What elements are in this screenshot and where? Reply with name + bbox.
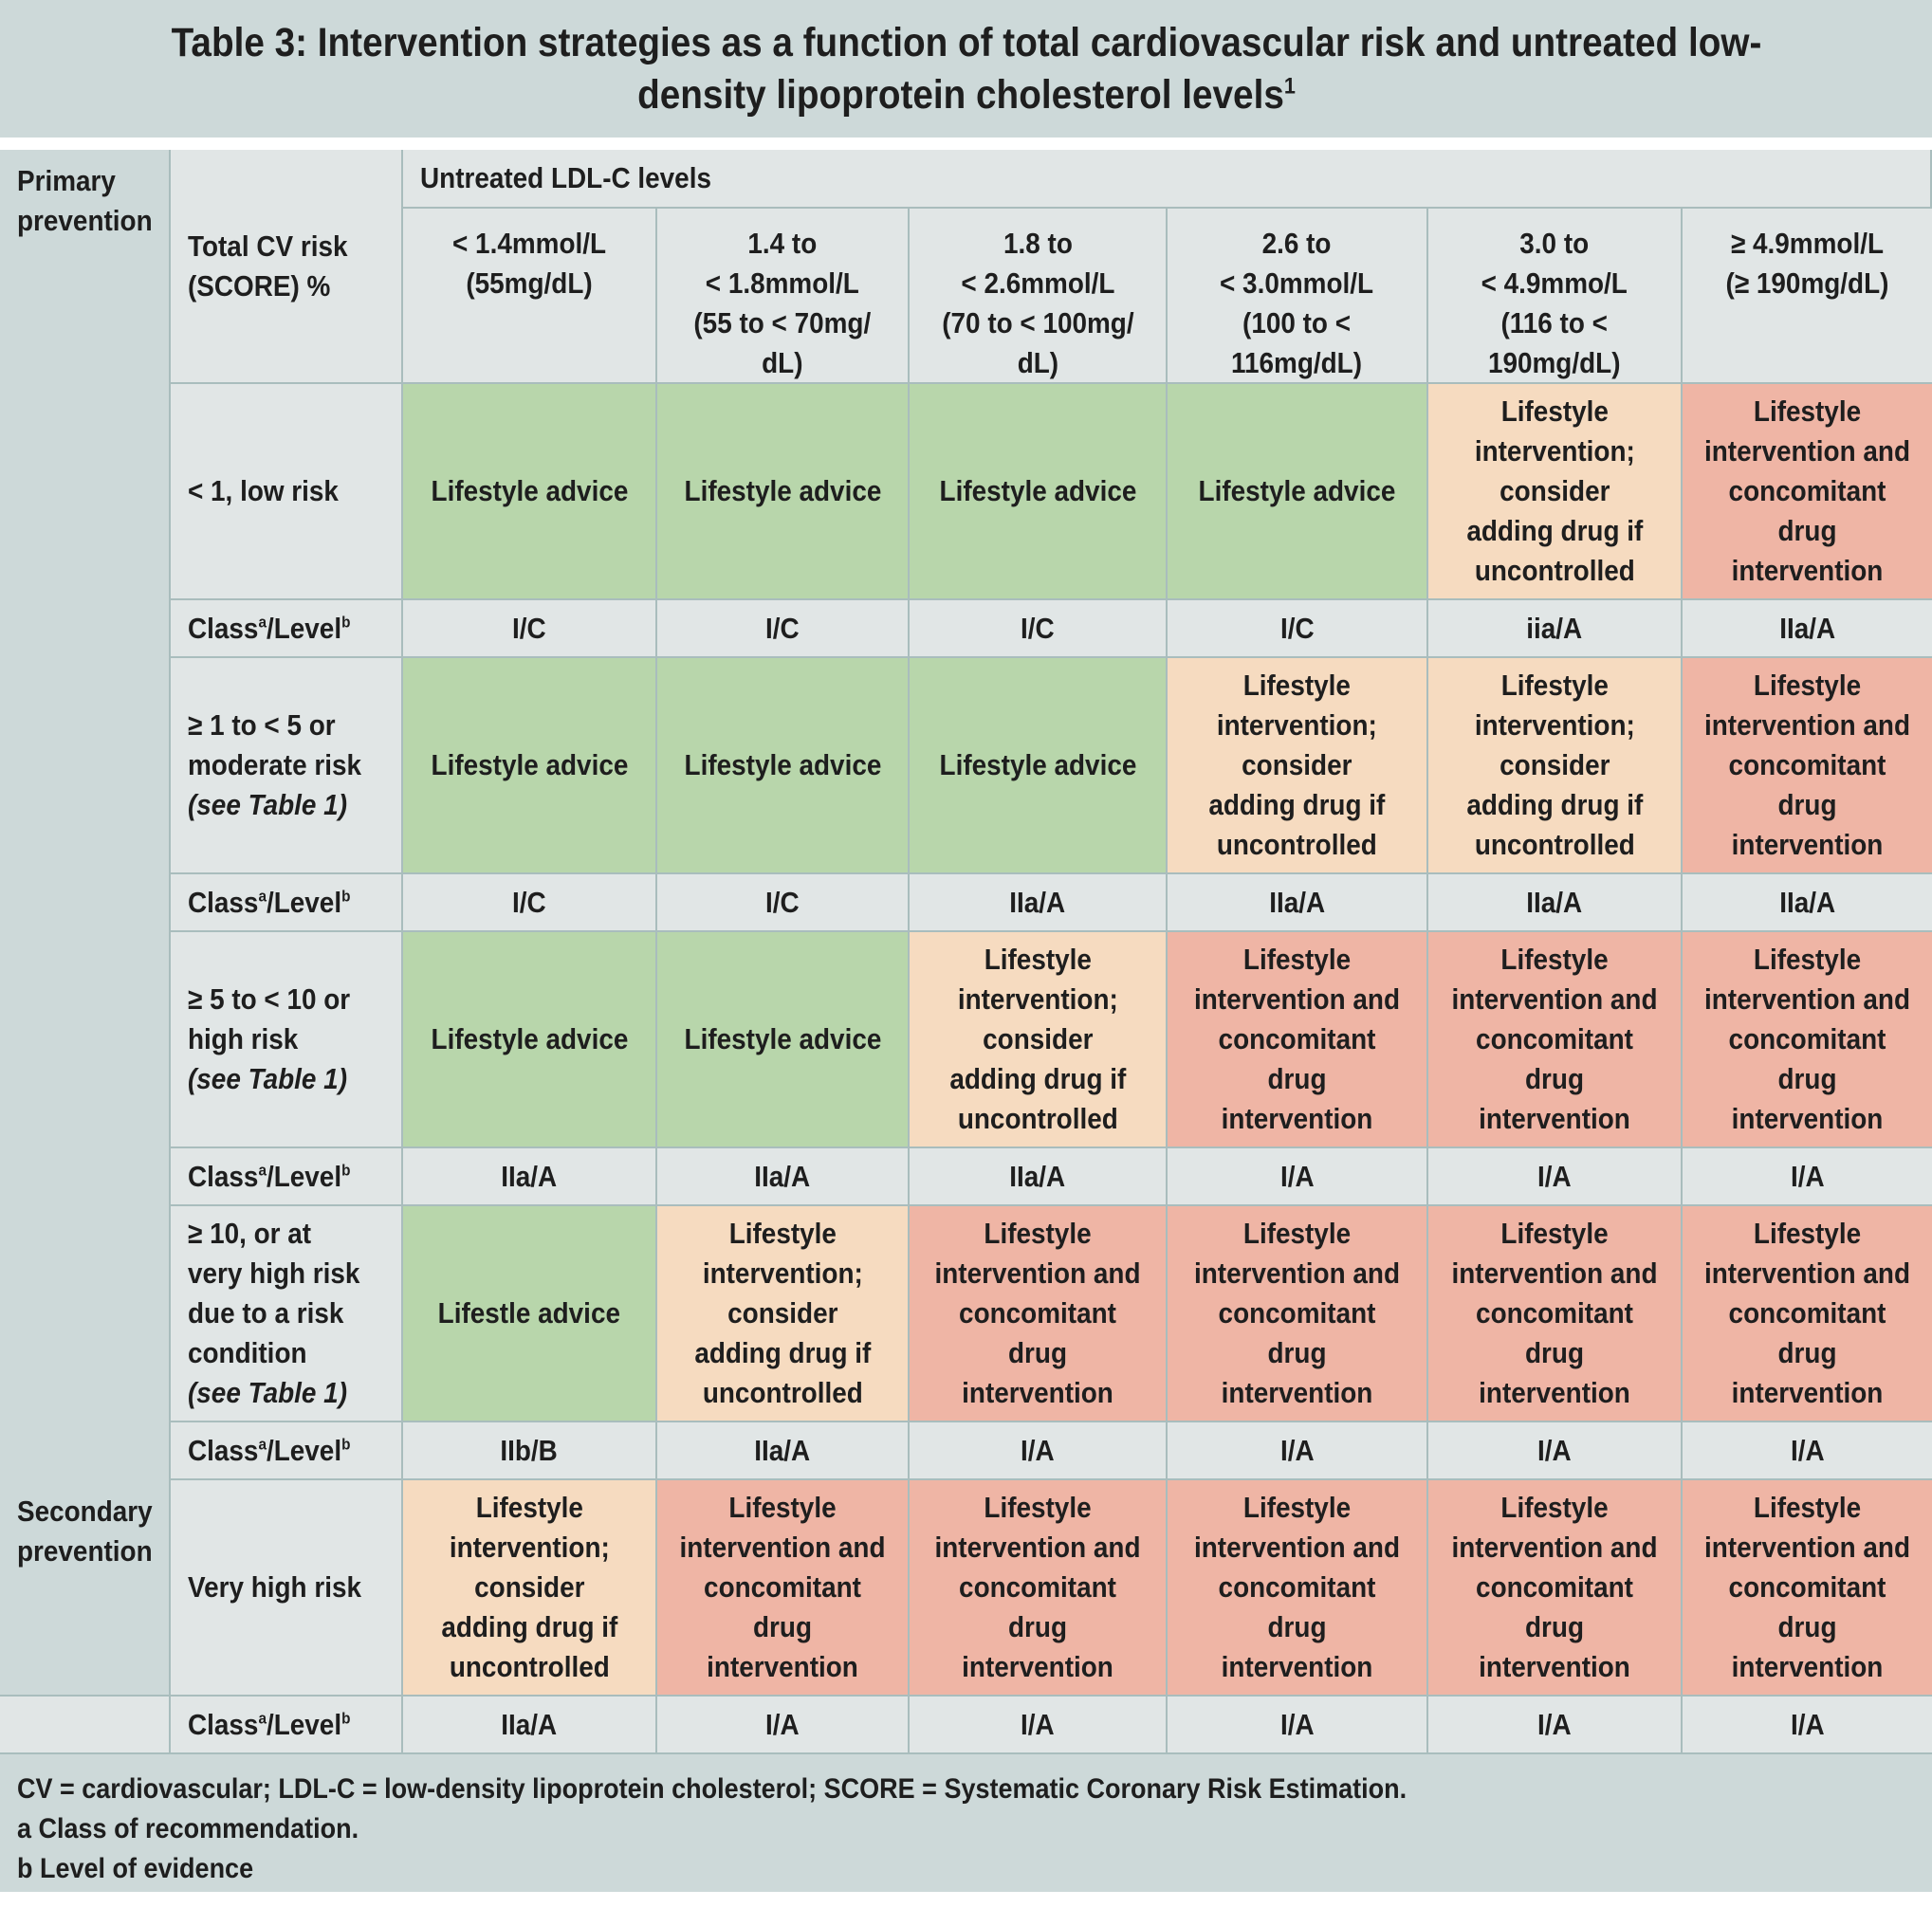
strategy-cell: Lifestyle advice — [1168, 384, 1428, 600]
strategy-cell: Lifestyle intervention and concomitant d… — [1683, 658, 1932, 874]
class-level-value: I/C — [403, 600, 657, 658]
class-level-label: Classa/Levelb — [171, 1697, 403, 1754]
risk-column-header: Total CV risk (SCORE) % — [171, 150, 403, 384]
table-title-text: Table 3: Intervention strategies as a fu… — [171, 19, 1761, 118]
class-level-label: Classa/Levelb — [171, 874, 403, 932]
strategy-cell: Lifestyle advice — [403, 932, 657, 1148]
strategy-cell: Lifestyle advice — [403, 384, 657, 600]
strategy-cell: Lifestyle intervention and concomitant d… — [1168, 1480, 1428, 1697]
table-title-bar: Table 3: Intervention strategies as a fu… — [0, 0, 1932, 138]
ldl-column-header: 1.4 to < 1.8mmol/L (55 to < 70mg/ dL) — [657, 209, 910, 384]
class-level-value: IIa/A — [403, 1697, 657, 1754]
strategy-cell: Lifestyle intervention and concomitant d… — [1683, 1480, 1932, 1697]
strategy-cell: Lifestyle intervention and concomitant d… — [910, 1206, 1168, 1422]
strategy-cell: Lifestyle advice — [910, 384, 1168, 600]
ldl-column-header: ≥ 4.9mmol/L (≥ 190mg/dL) — [1683, 209, 1932, 384]
strategy-cell: Lifestle advice — [403, 1206, 657, 1422]
risk-category-label: < 1, low risk — [188, 474, 339, 507]
class-level-value: IIa/A — [1168, 874, 1428, 932]
strategy-cell: Lifestyle intervention; consider adding … — [1168, 658, 1428, 874]
strategy-cell: Lifestyle intervention; consider adding … — [403, 1480, 657, 1697]
strategy-cell: Lifestyle intervention; consider adding … — [1428, 384, 1683, 600]
class-level-value: IIa/A — [910, 874, 1168, 932]
class-level-value: IIa/A — [657, 1422, 910, 1480]
ldl-group-header: Untreated LDL-C levels — [403, 150, 1932, 209]
risk-category-cell: ≥ 10, or at very high risk due to a risk… — [171, 1206, 403, 1422]
strategy-cell: Lifestyle intervention and concomitant d… — [1683, 1206, 1932, 1422]
class-level-value: IIa/A — [910, 1148, 1168, 1206]
risk-category-label: Very high risk — [188, 1570, 361, 1604]
table-footnotes: CV = cardiovascular; LDL-C = low-density… — [0, 1754, 1932, 1892]
strategy-cell: Lifestyle advice — [403, 658, 657, 874]
risk-category-note: (see Table 1) — [188, 788, 347, 821]
ldl-column-header: 3.0 to < 4.9mmo/L (116 to < 190mg/dL) — [1428, 209, 1683, 384]
title-footnote-marker: 1 — [1283, 73, 1296, 100]
class-level-value: I/A — [1683, 1697, 1932, 1754]
class-level-value: I/A — [910, 1422, 1168, 1480]
intervention-table: Primary prevention Total CV risk (SCORE)… — [0, 150, 1932, 1754]
class-level-label: Classa/Levelb — [171, 1148, 403, 1206]
blank-cell — [0, 1697, 171, 1754]
class-level-value: I/A — [1168, 1697, 1428, 1754]
strategy-cell: Lifestyle intervention and concomitant d… — [1168, 932, 1428, 1148]
class-level-label: Classa/Levelb — [171, 600, 403, 658]
table-title: Table 3: Intervention strategies as a fu… — [130, 17, 1803, 121]
strategy-cell: Lifestyle intervention and concomitant d… — [1428, 1480, 1683, 1697]
class-level-value: IIa/A — [1683, 874, 1932, 932]
strategy-cell: Lifestyle intervention and concomitant d… — [1168, 1206, 1428, 1422]
primary-prevention-label: Primary prevention — [0, 150, 171, 1697]
strategy-cell: Lifestyle advice — [657, 658, 910, 874]
risk-category-cell: Very high risk — [171, 1480, 403, 1697]
strategy-cell: Lifestyle intervention and concomitant d… — [657, 1480, 910, 1697]
class-level-value: iia/A — [1428, 600, 1683, 658]
class-level-value: I/A — [1168, 1148, 1428, 1206]
risk-category-cell: ≥ 1 to < 5 or moderate risk (see Table 1) — [171, 658, 403, 874]
class-level-value: IIa/A — [403, 1148, 657, 1206]
footnote-level: b Level of evidence — [17, 1853, 254, 1884]
strategy-cell: Lifestyle intervention and concomitant d… — [1428, 1206, 1683, 1422]
secondary-prevention-label: Secondary prevention — [0, 1480, 171, 1697]
class-level-value: I/A — [1428, 1422, 1683, 1480]
strategy-cell: Lifestyle advice — [657, 932, 910, 1148]
strategy-cell: Lifestyle advice — [910, 658, 1168, 874]
class-level-value: I/A — [1683, 1148, 1932, 1206]
risk-category-cell: < 1, low risk — [171, 384, 403, 600]
class-level-value: IIa/A — [1683, 600, 1932, 658]
class-level-value: I/A — [910, 1697, 1168, 1754]
class-level-value: I/A — [1428, 1148, 1683, 1206]
strategy-cell: Lifestyle intervention and concomitant d… — [910, 1480, 1168, 1697]
class-level-label: Classa/Levelb — [171, 1422, 403, 1480]
footnote-class: a Class of recommendation. — [17, 1813, 359, 1844]
ldl-column-header: 2.6 to < 3.0mmol/L (100 to < 116mg/dL) — [1168, 209, 1428, 384]
footnote-abbreviations: CV = cardiovascular; LDL-C = low-density… — [17, 1773, 1408, 1805]
class-level-value: I/A — [1683, 1422, 1932, 1480]
strategy-cell: Lifestyle intervention; consider adding … — [657, 1206, 910, 1422]
class-level-value: I/C — [403, 874, 657, 932]
risk-category-note: (see Table 1) — [188, 1062, 347, 1095]
class-level-value: IIb/B — [403, 1422, 657, 1480]
strategy-cell: Lifestyle intervention; consider adding … — [910, 932, 1168, 1148]
strategy-cell: Lifestyle intervention and concomitant d… — [1683, 384, 1932, 600]
risk-category-label: ≥ 1 to < 5 or moderate risk — [188, 708, 361, 781]
strategy-cell: Lifestyle intervention and concomitant d… — [1428, 932, 1683, 1148]
strategy-cell: Lifestyle advice — [657, 384, 910, 600]
class-level-value: I/C — [1168, 600, 1428, 658]
class-level-value: IIa/A — [657, 1148, 910, 1206]
class-level-value: I/A — [657, 1697, 910, 1754]
class-level-value: I/A — [1428, 1697, 1683, 1754]
ldl-column-header: < 1.4mmol/L (55mg/dL) — [403, 209, 657, 384]
class-level-value: I/C — [910, 600, 1168, 658]
risk-category-note: (see Table 1) — [188, 1376, 347, 1409]
class-level-value: I/A — [1168, 1422, 1428, 1480]
risk-category-label: ≥ 5 to < 10 or high risk — [188, 982, 351, 1055]
risk-category-label: ≥ 10, or at very high risk due to a risk… — [188, 1217, 360, 1369]
strategy-cell: Lifestyle intervention and concomitant d… — [1683, 932, 1932, 1148]
class-level-value: IIa/A — [1428, 874, 1683, 932]
risk-category-cell: ≥ 5 to < 10 or high risk (see Table 1) — [171, 932, 403, 1148]
strategy-cell: Lifestyle intervention; consider adding … — [1428, 658, 1683, 874]
ldl-column-header: 1.8 to < 2.6mmol/L (70 to < 100mg/ dL) — [910, 209, 1168, 384]
class-level-value: I/C — [657, 874, 910, 932]
class-level-value: I/C — [657, 600, 910, 658]
